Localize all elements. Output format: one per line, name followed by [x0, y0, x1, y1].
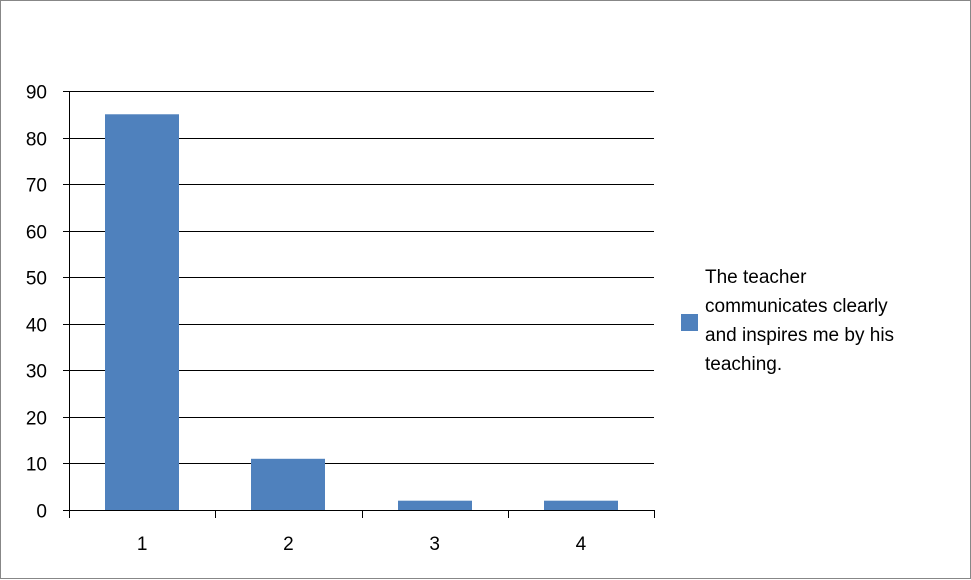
y-tick-label: 90: [26, 83, 47, 104]
axes: 0 10 20 30 40 50 60 70 80 90 1 2 3 4: [26, 83, 655, 555]
y-tick-label: 70: [26, 176, 47, 197]
legend-swatch: [681, 314, 698, 331]
legend: The teacher communicates clearly and inspi…: [681, 267, 894, 375]
y-tick-label: 40: [26, 316, 47, 337]
legend-label: The teacher communicates clearly and inspi…: [705, 267, 894, 375]
x-tick-label: 1: [137, 534, 148, 555]
bar-1: [105, 114, 179, 511]
y-tick-label: 0: [36, 502, 47, 523]
bar-2: [251, 458, 325, 510]
bar-3: [398, 500, 472, 510]
y-tick-label: 60: [26, 223, 47, 244]
y-tick-label: 30: [26, 362, 47, 383]
y-tick-label: 50: [26, 269, 47, 290]
y-tick-label: 10: [26, 455, 47, 476]
x-tick-label: 3: [429, 534, 440, 555]
x-tick-label: 4: [576, 534, 587, 555]
y-tick-label: 80: [26, 130, 47, 151]
bar-4: [544, 500, 618, 510]
bars: [105, 114, 618, 511]
y-tick-label: 20: [26, 409, 47, 430]
x-tick-label: 2: [283, 534, 294, 555]
